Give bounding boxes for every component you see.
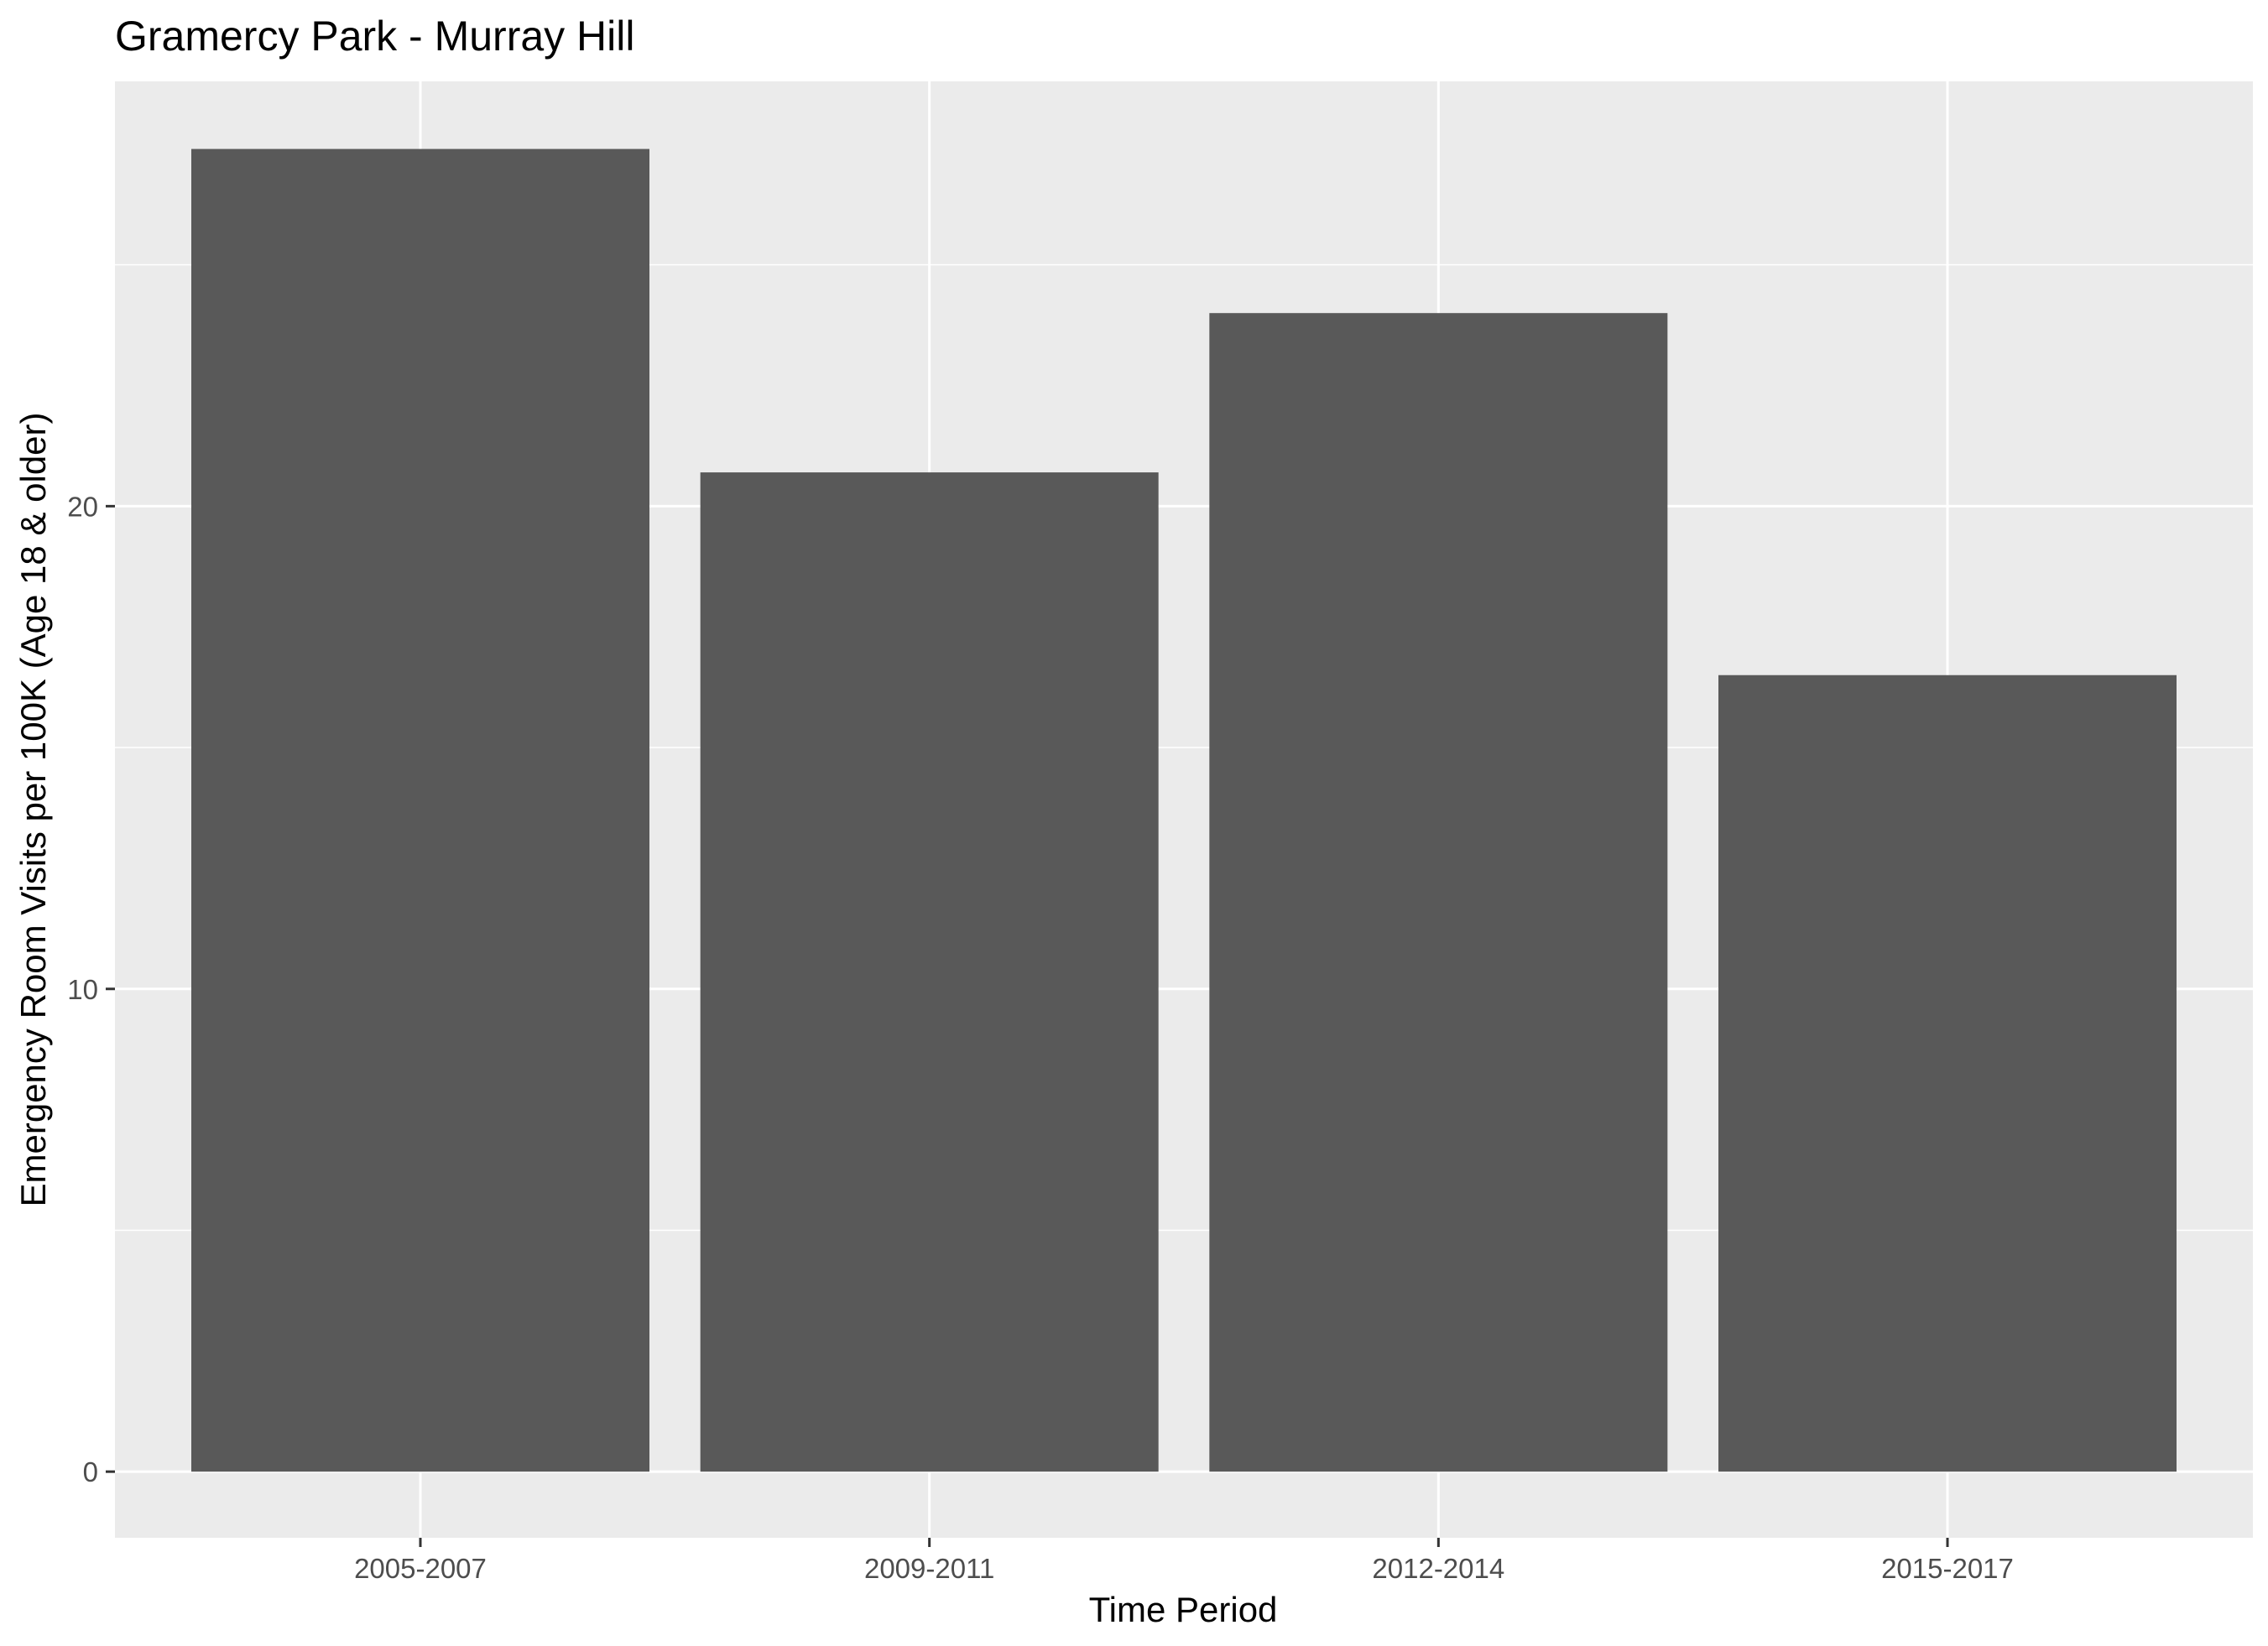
x-axis: 2005-2007 2009-2011 2012-2014 2015-2017	[354, 1538, 2014, 1584]
x-tick-label: 2005-2007	[354, 1553, 487, 1584]
x-tick-label: 2015-2017	[1881, 1553, 2014, 1584]
y-tick-label: 10	[67, 974, 98, 1005]
bar-2005-2007	[191, 148, 649, 1472]
y-tick-label: 0	[83, 1456, 98, 1487]
bar-2009-2011	[700, 472, 1159, 1472]
chart-title: Gramercy Park - Murray Hill	[115, 13, 634, 60]
x-tick-label: 2009-2011	[864, 1553, 994, 1584]
bars	[191, 148, 2177, 1472]
x-axis-title: Time Period	[1089, 1590, 1278, 1629]
x-tick-label: 2012-2014	[1372, 1553, 1504, 1584]
y-axis-title: Emergency Room Visits per 100K (Age 18 &…	[13, 412, 53, 1206]
y-axis: 0 10 20	[67, 491, 115, 1487]
y-tick-label: 20	[67, 491, 98, 522]
bar-2015-2017	[1718, 675, 2177, 1472]
bar-2012-2014	[1209, 313, 1668, 1472]
